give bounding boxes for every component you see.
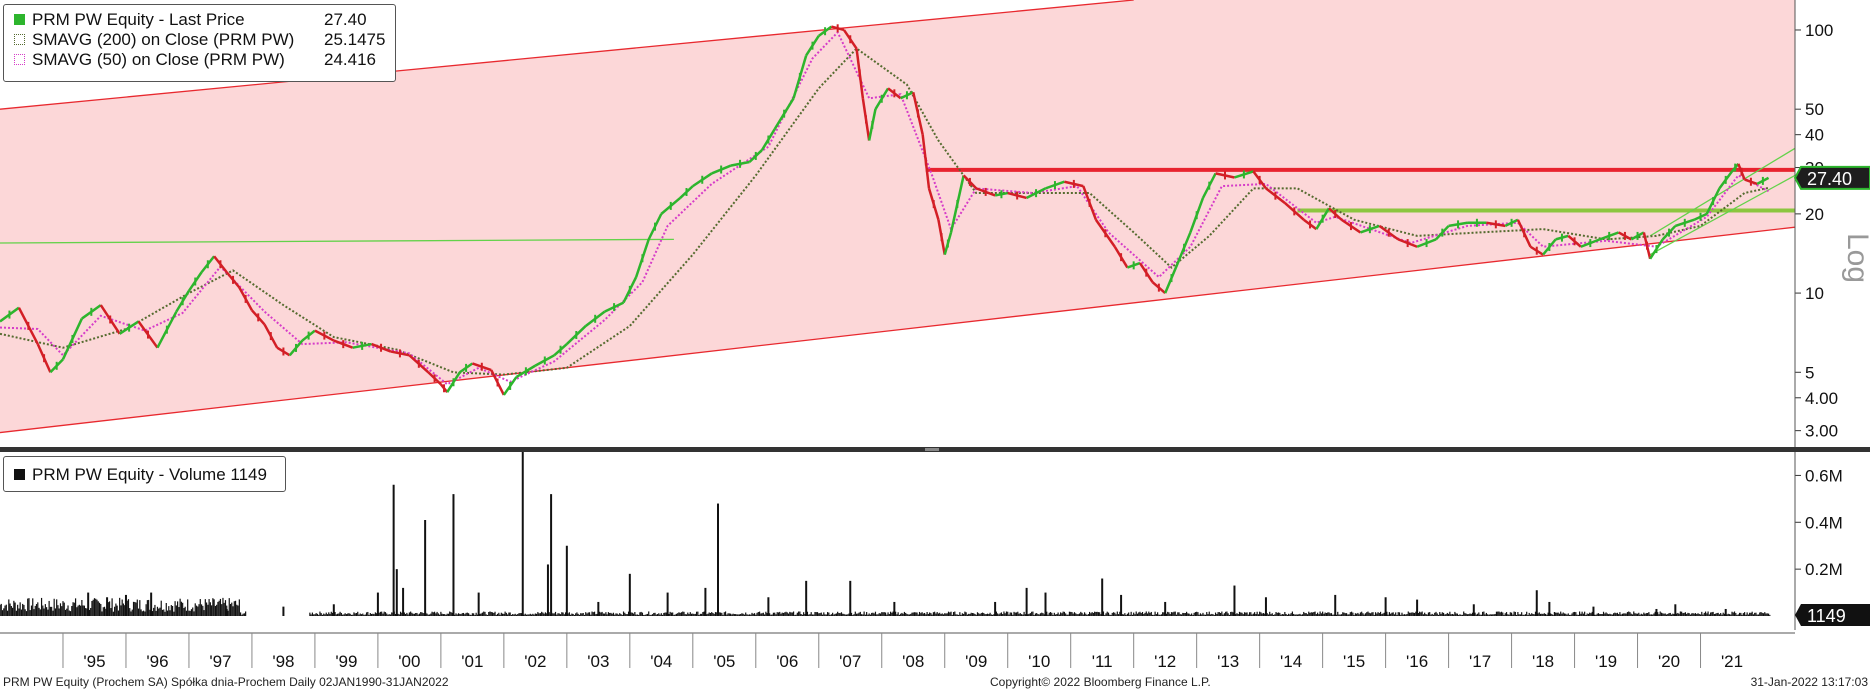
x-axis-tick-label: '03: [587, 652, 609, 671]
legend-row-sma200[interactable]: SMAVG (200) on Close (PRM PW) 25.1475: [4, 30, 395, 50]
trend-channel-fill: [0, 0, 1795, 433]
volume-plot: [0, 452, 1771, 616]
trendline-early-green: [0, 238, 674, 244]
x-axis-tick-label: '05: [713, 652, 735, 671]
sma50-line: [0, 30, 1769, 386]
last-volume-tag-label: 1149: [1807, 606, 1846, 626]
last-price-tag-label: 27.40: [1807, 169, 1852, 189]
price-axis-tick-label: 40: [1805, 126, 1824, 145]
volume-axis-tick-label: 0.6M: [1805, 466, 1843, 485]
volume-axis-tick-label: 0.2M: [1805, 560, 1843, 579]
x-axis-tick-label: '16: [1406, 652, 1428, 671]
legend-value: 25.1475: [324, 30, 386, 49]
volume-legend[interactable]: PRM PW Equity - Volume 1149: [3, 456, 286, 492]
price-axis-tick-label: 50: [1805, 100, 1824, 119]
legend-row-last-price[interactable]: PRM PW Equity - Last Price 27.40: [4, 10, 395, 30]
footer-security-info: PRM PW Equity (Prochem SA) Spółka dnia-P…: [3, 675, 449, 689]
x-axis-tick-label: '07: [839, 652, 861, 671]
x-axis-tick-label: '09: [965, 652, 987, 671]
x-axis-tick-label: '14: [1280, 652, 1302, 671]
legend-swatch-volume: [14, 469, 25, 480]
x-axis-tick-label: '04: [650, 652, 672, 671]
sma200-line: [0, 47, 1769, 376]
trendline-uptrend-upper: [1649, 147, 1795, 237]
x-axis-tick-label: '96: [146, 652, 168, 671]
legend-row-sma50[interactable]: SMAVG (50) on Close (PRM PW) 24.416: [4, 50, 395, 70]
x-axis-tick-label: '21: [1721, 652, 1743, 671]
trendline-uptrend-lower: [1649, 174, 1795, 256]
legend-swatch-last-price: [14, 14, 25, 25]
x-axis-tick-label: '02: [524, 652, 546, 671]
price-axis-tick-label: 3.00: [1805, 422, 1838, 441]
legend-label: SMAVG (50) on Close (PRM PW): [32, 50, 285, 69]
x-axis-tick-label: '00: [398, 652, 420, 671]
x-axis-tick-label: '17: [1469, 652, 1491, 671]
footer-timestamp: 31-Jan-2022 13:17:03: [1750, 675, 1868, 689]
x-axis-tick-label: '99: [335, 652, 357, 671]
legend-swatch-sma50: [14, 54, 25, 65]
x-axis-tick-label: '08: [902, 652, 924, 671]
legend-label: PRM PW Equity - Last Price: [32, 10, 245, 29]
legend-value: 27.40: [324, 10, 367, 29]
price-axis-tick-label: 4.00: [1805, 389, 1838, 408]
x-axis-tick-label: '20: [1658, 652, 1680, 671]
footer-copyright: Copyright© 2022 Bloomberg Finance L.P.: [990, 675, 1211, 689]
legend-label: SMAVG (200) on Close (PRM PW): [32, 30, 295, 49]
x-axis-tick-label: '13: [1217, 652, 1239, 671]
x-axis-tick-label: '11: [1092, 652, 1113, 671]
x-axis-tick-label: '98: [272, 652, 294, 671]
x-axis-tick-label: '97: [209, 652, 231, 671]
x-axis-tick-label: '01: [461, 652, 483, 671]
x-axis-tick-label: '10: [1028, 652, 1050, 671]
last-price-tag: [1793, 165, 1870, 190]
price-axis-tick-label: 20: [1805, 205, 1824, 224]
price-axis-tick-label: 5: [1805, 363, 1814, 382]
volume-axis: 0.2M 0.4M 0.6M 1149: [1794, 452, 1870, 630]
volume-axis-tick-label: 0.4M: [1805, 513, 1843, 532]
price-plot: [0, 0, 1795, 434]
x-axis-tick-label: '19: [1595, 652, 1617, 671]
legend-label: PRM PW Equity - Volume 1149: [32, 465, 267, 484]
log-scale-label: Log: [1841, 233, 1870, 283]
last-volume-tag: [1795, 604, 1870, 626]
x-axis-tick-label: '15: [1343, 652, 1365, 671]
x-axis-tick-label: '06: [776, 652, 798, 671]
x-axis: '95 '96 '97 '98 '99 '00 '01 '02 '03 '04 '05 '06 '07 '…: [0, 632, 1795, 671]
price-legend[interactable]: PRM PW Equity - Last Price 27.40 SMAVG (…: [3, 4, 396, 82]
trendline-lower-channel: [0, 226, 1795, 434]
x-axis-tick-label: '18: [1532, 652, 1554, 671]
x-axis-tick-label: '95: [83, 652, 105, 671]
panel-divider-handle[interactable]: [925, 448, 939, 451]
legend-row-volume[interactable]: PRM PW Equity - Volume 1149: [4, 465, 285, 485]
price-axis-tick-label: 100: [1805, 21, 1833, 40]
trendline-upper-channel: [0, 0, 1134, 110]
legend-swatch-sma200: [14, 34, 25, 45]
x-axis-tick-label: '12: [1154, 652, 1176, 671]
legend-value: 24.416: [324, 50, 376, 69]
price-axis-tick-label: 10: [1805, 284, 1824, 303]
